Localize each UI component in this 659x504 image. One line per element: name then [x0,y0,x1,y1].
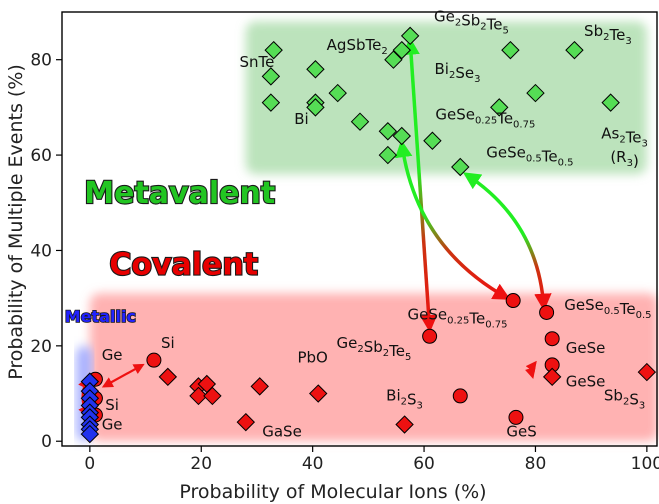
data-point-diamond [189,386,208,406]
annotation-r3m: (R3) [610,148,639,170]
region-metavalent [245,21,647,175]
y-tick-label: 80 [30,51,52,71]
annotation-gase: GaSe [262,422,302,440]
y-tick-label: 0 [41,432,52,452]
data-point-diamond [350,112,370,131]
data-point-diamond [261,67,281,86]
region-label-covalent: Covalent [109,247,258,282]
data-point-diamond [384,50,403,69]
annotations-layer: SnTe AgSbTe2 Ge2Sb2Te5 Sb2Te3 Bi2Se3 Bi GeSe0.… [102,8,652,441]
data-point-diamond [306,60,325,79]
double-arrow [101,363,145,388]
annotation-ge2sb2te5: Ge2Sb2Te5 [336,334,411,363]
annotation-as2te3: As2Te3 [601,124,648,149]
data-point-circle [544,331,560,347]
x-tick-label: 80 [525,454,547,474]
annotation-si: Si [161,334,175,352]
annotation-agsbte2: AgSbTe2 [327,36,388,57]
annotation-bi: Bi [294,110,308,128]
annotation-ges: GeS [506,422,536,440]
transition-arrow [462,172,552,312]
data-point-diamond [423,131,442,150]
x-axis-title: Probability of Molecular Ions (%) [179,481,486,503]
annotation-sb2s3: Sb2S3 [604,387,645,412]
points-layer: Metavalent Covalent Metallic [64,26,657,444]
annotation-ge2sb2te5: Ge2Sb2Te5 [434,8,509,37]
annotation-gese0-25te0-75: GeSe0.25Te0.75 [435,105,535,130]
region-label-metallic: Metallic [65,307,136,326]
data-point-diamond [158,367,178,387]
y-tick-label: 60 [30,146,52,166]
y-axis-title: Probability of Multiple Events (%) [5,64,27,380]
x-tick-label: 100 [631,454,659,474]
data-point-circle [539,304,555,320]
data-point-circle [146,352,162,368]
annotation-sb2te3: Sb2Te3 [584,22,632,47]
region-covalent [89,293,658,442]
data-point-diamond [637,362,657,382]
annotation-pbo: PbO [297,349,327,367]
data-point-diamond [565,40,584,60]
data-point-circle [452,388,468,404]
data-point-diamond [264,40,283,60]
data-point-diamond [80,424,100,444]
y-tick-label: 40 [30,241,52,261]
regions-layer [75,21,658,442]
data-point-diamond [601,93,620,112]
data-point-diamond [542,367,562,387]
data-point-diamond [526,83,545,103]
annotation-ge: Ge [102,346,123,364]
data-point-circle [508,409,524,425]
annotation-gese0-5te0-5: GeSe0.5Te0.5 [486,143,573,168]
data-point-diamond [400,26,420,46]
annotation-si: Si [105,396,119,414]
annotation-gese0-25te0-75: GeSe0.25Te0.75 [407,306,507,331]
data-point-diamond [309,384,328,403]
data-point-diamond [451,157,470,177]
x-tick-label: 40 [302,454,324,474]
data-point-circle [422,328,438,344]
data-point-diamond [306,98,325,117]
ticks-layer: 0 20 40 60 80 100 0 20 40 60 80 [30,51,659,474]
annotation-gese: GeSe [566,339,606,357]
annotation-snte: SnTe [240,53,275,71]
data-point-diamond [490,98,509,117]
annotation-bi2s3: Bi2S3 [386,387,423,412]
data-point-diamond [392,126,411,146]
plot-border [61,11,658,447]
plot-frame [61,11,658,447]
data-point-diamond [261,93,281,112]
data-point-diamond [328,83,347,103]
data-point-diamond [501,40,520,60]
x-tick-label: 0 [84,454,95,474]
annotation-gese: GeSe [566,372,606,390]
double-arrow [525,360,537,379]
y-tick-label: 20 [30,337,52,357]
data-point-diamond [203,386,222,406]
x-tick-label: 60 [413,454,435,474]
region-label-metavalent: Metavalent [84,176,275,211]
data-point-diamond [392,40,411,60]
data-point-diamond [378,122,398,141]
data-point-diamond [395,415,414,434]
data-point-diamond [250,377,269,396]
annotation-bi2se3: Bi2Se3 [434,60,480,85]
x-tick-label: 20 [190,454,212,474]
data-point-diamond [236,412,256,432]
annotation-gese0-5te0-5: GeSe0.5Te0.5 [564,296,651,321]
data-point-circle [505,293,521,309]
data-point-diamond [378,145,398,165]
annotation-ge: Ge [102,415,123,433]
